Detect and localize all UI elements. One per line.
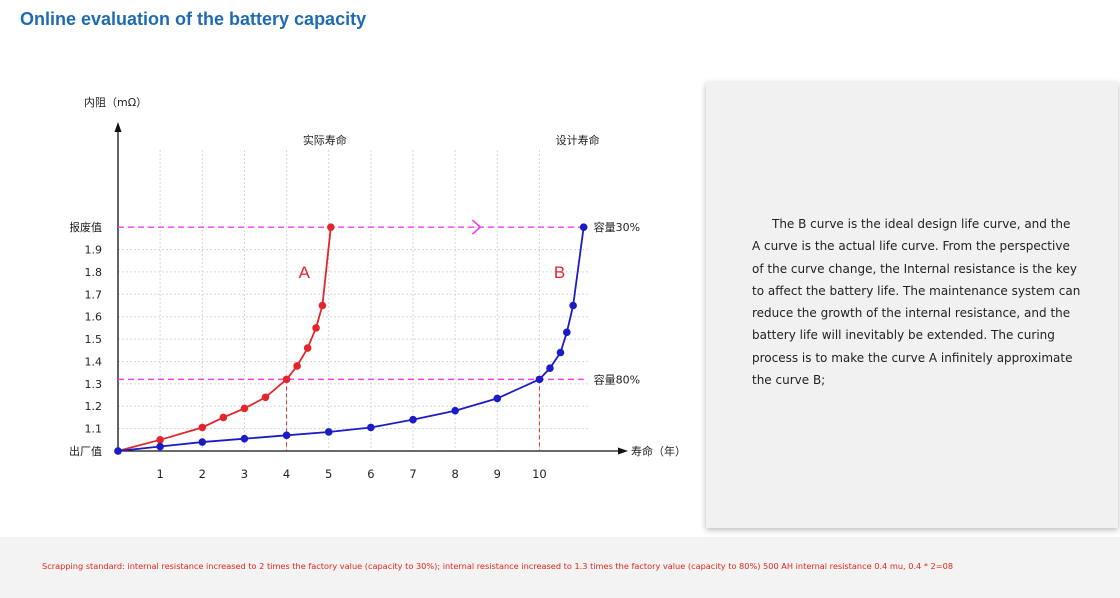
series-line-A (117, 227, 332, 452)
series-point-B (579, 223, 588, 231)
series-point-B (409, 415, 417, 424)
series-point-A (219, 413, 228, 422)
curve-annotation: 实际寿命 (303, 133, 347, 147)
y-tick-label: 出厂值 (70, 444, 102, 458)
series-point-B (156, 442, 164, 451)
reference-label: 容量30% (594, 220, 640, 234)
y-tick-label: 1.8 (85, 266, 103, 279)
curve-annotation: 设计寿命 (556, 133, 600, 147)
x-axis-arrow (618, 447, 628, 455)
series-point-A (293, 362, 301, 370)
x-axis-label: 寿命（年） (631, 444, 686, 458)
reference-label: 容量80% (594, 372, 640, 386)
series-point-A (318, 301, 327, 310)
series-point-A (198, 423, 207, 432)
series-point-B (324, 428, 333, 436)
y-tick-label: 1.3 (85, 378, 103, 391)
y-tick-label: 1.2 (85, 400, 103, 413)
x-tick-label: 6 (367, 467, 374, 481)
series-line-B (117, 227, 585, 452)
series-point-B (240, 434, 249, 443)
scrapping-standard-note: Scrapping standard: internal resistance … (42, 561, 954, 571)
series-point-B (114, 447, 122, 455)
x-tick-label: 5 (325, 467, 332, 481)
progress-arrow (471, 219, 482, 235)
series-point-B (546, 364, 554, 372)
y-tick-label: 1.4 (85, 355, 103, 368)
series-point-A (240, 404, 249, 413)
x-tick-label: 3 (241, 467, 248, 481)
series-point-B (493, 394, 502, 403)
series-point-A (282, 375, 291, 384)
series-point-A (327, 223, 335, 231)
series-point-B (451, 406, 459, 415)
y-tick-label: 报废值 (70, 220, 102, 234)
series-point-A (312, 324, 320, 332)
x-tick-label: 1 (156, 467, 163, 481)
series-point-B (563, 328, 571, 337)
series-label: A (299, 263, 311, 282)
series-label: B (554, 263, 565, 282)
y-tick-label: 1.5 (85, 333, 103, 346)
x-tick-label: 9 (494, 467, 501, 481)
series-point-B (198, 438, 207, 446)
description-card: The B curve is the ideal design life cur… (706, 82, 1118, 528)
battery-life-chart: 内阻（mΩ） 寿命（年） 1 2 3 4 5 6 7 8 9 10 出厂值 1.1 1.2 1.3 1.4 1.5… (70, 88, 690, 518)
y-tick-label: 1.6 (85, 311, 103, 324)
page-title: Online evaluation of the battery capacit… (20, 9, 367, 29)
series-point-B (367, 423, 375, 432)
y-tick-label: 1.9 (85, 244, 103, 257)
series-point-A (156, 436, 164, 444)
chart-canvas: 内阻（mΩ） 寿命（年） 1 2 3 4 5 6 7 8 9 10 出厂值 1.1 1.2 1.3 1.4 1.5… (70, 95, 686, 481)
description-text: The B curve is the ideal design life cur… (752, 217, 1081, 388)
footer-band: Scrapping standard: internal resistance … (0, 537, 1120, 598)
y-axis-label: 内阻（mΩ） (84, 95, 147, 109)
x-tick-label: 10 (532, 467, 547, 481)
x-tick-label: 2 (199, 467, 206, 481)
x-tick-label: 8 (451, 467, 458, 481)
series-point-B (535, 375, 544, 384)
series-point-B (569, 301, 577, 310)
y-tick-label: 1.7 (85, 288, 103, 301)
x-tick-label: 7 (409, 467, 416, 481)
series-point-A (261, 393, 270, 402)
x-tick-label: 4 (283, 467, 290, 481)
series-point-B (282, 431, 291, 440)
series-point-B (556, 348, 565, 357)
y-tick-label: 1.1 (85, 423, 103, 436)
y-axis-arrow (114, 122, 122, 132)
series-point-A (303, 344, 312, 352)
